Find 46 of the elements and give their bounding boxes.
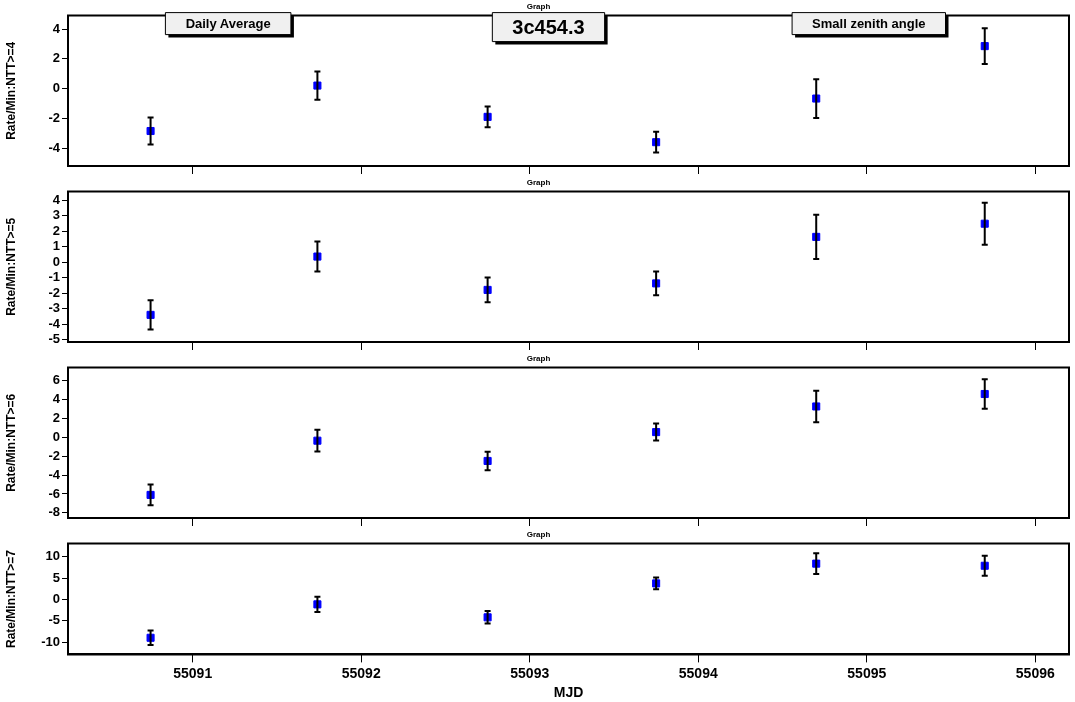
y-tick-label: -8 — [48, 504, 60, 520]
y-tick-label: 1 — [52, 238, 60, 254]
y-tick-label: 4 — [52, 20, 61, 36]
x-axis-title: MJD — [553, 684, 584, 701]
chart-title: Graph — [526, 178, 551, 187]
x-tick-label: 55093 — [510, 664, 550, 681]
x-tick-label: 55091 — [173, 664, 213, 681]
chart-title: Graph — [526, 2, 551, 11]
y-tick-label: -10 — [41, 633, 60, 649]
y-tick-label: -5 — [48, 331, 60, 347]
y-tick-label: -2 — [48, 284, 60, 300]
y-tick-label: -4 — [48, 466, 61, 482]
y-tick-label: 2 — [52, 410, 60, 426]
y-tick-label: -2 — [48, 109, 60, 125]
annotation: 3c454.3 — [512, 15, 585, 38]
y-tick-label: 0 — [52, 591, 60, 606]
y-tick-label: 6 — [52, 372, 60, 388]
y-tick-label: 4 — [52, 391, 61, 407]
y-tick-label: 10 — [45, 548, 60, 564]
y-tick-label: 2 — [52, 222, 60, 238]
y-tick-label: -1 — [48, 269, 60, 285]
y-axis-title: Rate/Min:NTT>=7 — [3, 549, 18, 649]
y-axis-title: Rate/Min:NTT>=5 — [3, 217, 18, 316]
chart-title: Graph — [526, 530, 551, 539]
y-tick-label: 3 — [52, 207, 60, 223]
y-tick-label: 0 — [52, 428, 60, 444]
x-tick-label: 55096 — [1015, 664, 1055, 681]
y-tick-label: -4 — [48, 139, 61, 155]
y-tick-label: 0 — [52, 80, 60, 96]
x-tick-label: 55094 — [678, 664, 718, 681]
y-tick-label: -4 — [48, 315, 61, 331]
y-axis-title: Rate/Min:NTT>=6 — [3, 393, 18, 492]
annotation: Daily Average — [185, 16, 271, 32]
y-tick-label: -3 — [48, 300, 60, 316]
y-tick-label: 0 — [52, 253, 60, 269]
y-tick-label: -6 — [48, 485, 60, 501]
y-tick-label: 2 — [52, 50, 60, 66]
annotation: Small zenith angle — [812, 16, 926, 32]
x-tick-label: 55095 — [847, 664, 887, 681]
chart-title: Graph — [526, 354, 551, 363]
y-axis-title: Rate/Min:NTT>=4 — [3, 41, 18, 140]
y-tick-label: 4 — [52, 191, 61, 207]
x-tick-label: 55092 — [341, 664, 381, 681]
y-tick-label: 5 — [52, 569, 60, 585]
y-tick-label: -5 — [48, 612, 60, 628]
y-tick-label: -2 — [48, 447, 60, 463]
